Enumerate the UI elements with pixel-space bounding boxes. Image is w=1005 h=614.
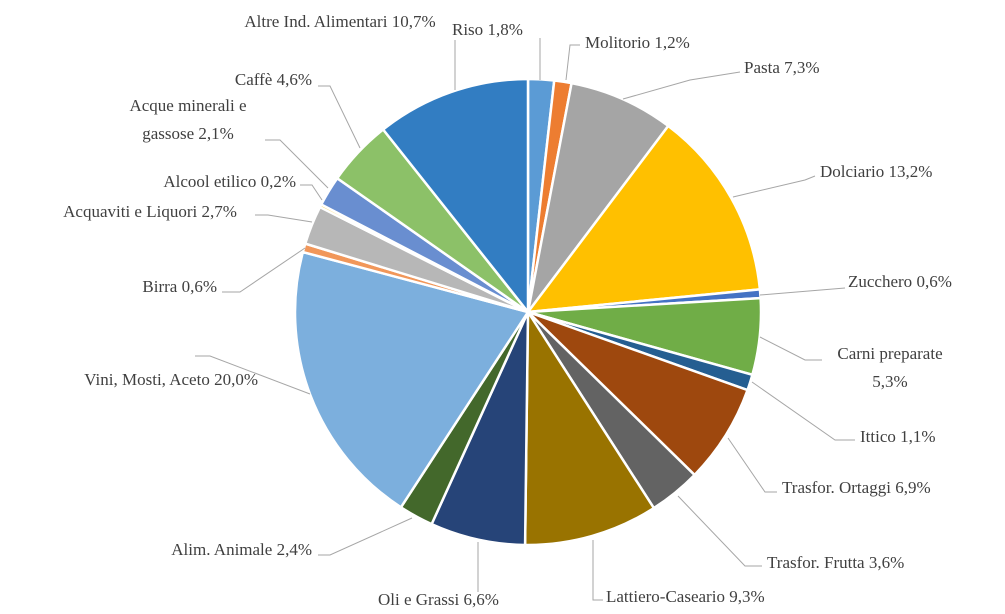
leader-line — [751, 381, 855, 441]
data-label: Altre Ind. Alimentari 10,7% — [230, 8, 450, 36]
leader-line — [300, 184, 323, 201]
data-label: Birra 0,6% — [142, 273, 217, 301]
value-label: 1,2% — [654, 33, 690, 52]
data-label: Dolciario 13,2% — [820, 158, 932, 186]
value-label: 10,7% — [391, 12, 436, 31]
value-label: 6,9% — [895, 478, 931, 497]
category-label: Birra — [142, 277, 178, 296]
data-label: Carni preparate 5,3% — [820, 340, 960, 396]
value-label: 20,0% — [214, 370, 258, 389]
data-label: Trasfor. Ortaggi 6,9% — [782, 474, 931, 502]
category-label: Riso — [452, 20, 484, 39]
value-label: 2,7% — [201, 202, 237, 221]
pie-slice — [293, 250, 530, 510]
data-label: Ittico 1,1% — [860, 423, 936, 451]
data-label: Zucchero 0,6% — [848, 268, 952, 296]
value-label: 3,6% — [868, 553, 905, 572]
value-label: 2,4% — [276, 540, 312, 559]
leader-line — [622, 71, 741, 100]
data-label: Pasta 7,3% — [744, 54, 820, 82]
data-label: Alcool etilico 0,2% — [163, 168, 296, 196]
value-label: 0,6% — [181, 277, 217, 296]
data-label: Trasfor. Frutta 3,6% — [767, 549, 904, 577]
category-label: Carni preparate — [837, 344, 943, 363]
data-label: Caffè 4,6% — [235, 66, 312, 94]
pie-slice — [523, 307, 656, 547]
value-label: 5,3% — [872, 372, 908, 391]
category-label: Lattiero-Caseario — [606, 587, 725, 606]
category-label: Pasta — [744, 58, 780, 77]
leader-line — [759, 287, 846, 296]
category-label: Acquaviti e Liquori — [63, 202, 198, 221]
value-label: 6,6% — [463, 590, 499, 609]
category-label: Alcool etilico — [163, 172, 257, 191]
leader-line — [592, 540, 603, 601]
category-label: Zucchero — [848, 272, 913, 291]
data-label: Vini, Mosti, Aceto 20,0% — [84, 366, 258, 394]
value-label: 0,6% — [916, 272, 952, 291]
leader-line — [255, 214, 313, 223]
data-label: Riso 1,8% — [452, 16, 523, 44]
leader-line — [318, 85, 361, 149]
value-label: 4,6% — [276, 70, 312, 89]
value-label: 2,1% — [198, 124, 234, 143]
category-label: Vini, Mosti, Aceto — [84, 370, 210, 389]
leader-line — [565, 44, 580, 81]
leader-line — [265, 139, 329, 189]
category-label: Ittico — [860, 427, 896, 446]
leader-line — [727, 437, 777, 493]
data-label: Alim. Animale 2,4% — [171, 536, 312, 564]
leader-line — [195, 355, 311, 395]
value-label: 1,1% — [900, 427, 936, 446]
leader-line — [732, 175, 816, 198]
leader-line — [759, 336, 822, 361]
data-label: Acquaviti e Liquori 2,7% — [50, 198, 250, 226]
value-label: 1,8% — [487, 20, 523, 39]
value-label: 7,3% — [784, 58, 820, 77]
value-label: 13,2% — [888, 162, 933, 181]
pie-slice — [525, 124, 762, 314]
category-label: Acque minerali e gassose — [129, 96, 247, 143]
category-label: Altre Ind. Alimentari — [244, 12, 388, 31]
leader-line — [677, 495, 762, 567]
category-label: Caffè — [234, 70, 273, 89]
category-label: Alim. Animale — [171, 540, 273, 559]
leader-line — [222, 247, 306, 293]
pie-slice — [381, 77, 530, 316]
pie-slice — [526, 81, 670, 313]
data-label: Lattiero-Caseario 9,3% — [606, 583, 765, 611]
category-label: Oli e Grassi — [378, 590, 460, 609]
category-label: Trasfor. Frutta — [767, 553, 865, 572]
category-label: Trasfor. Ortaggi — [782, 478, 891, 497]
data-label: Acque minerali e gassose 2,1% — [103, 92, 273, 148]
value-label: 9,3% — [729, 587, 765, 606]
data-label: Oli e Grassi 6,6% — [378, 586, 499, 614]
category-label: Dolciario — [820, 162, 885, 181]
category-label: Molitorio — [585, 33, 651, 52]
data-label: Molitorio 1,2% — [585, 29, 690, 57]
value-label: 0,2% — [260, 172, 296, 191]
leader-line — [318, 517, 413, 556]
